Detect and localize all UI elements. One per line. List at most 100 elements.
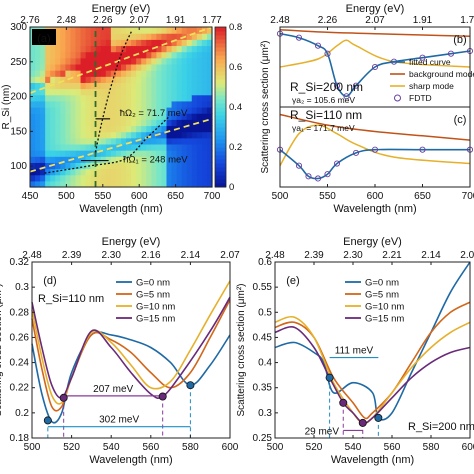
heatmap-cell — [50, 125, 56, 133]
heatmap-cell — [90, 150, 97, 157]
heatmap-cell — [146, 156, 152, 163]
heatmap-cell — [75, 180, 82, 188]
heatmap-cell — [121, 88, 127, 96]
heatmap-cell — [191, 137, 198, 145]
heatmap-cell — [85, 174, 92, 182]
heatmap-cell — [201, 150, 208, 157]
heatmap-cell — [115, 143, 122, 151]
heatmap-cell — [201, 131, 208, 139]
heatmap-cell — [186, 57, 193, 65]
heatmap-cell — [136, 39, 142, 47]
colorbar-cell — [215, 151, 226, 156]
heatmap-cell — [115, 125, 122, 133]
heatmap-cell — [75, 45, 82, 53]
heatmap-cell — [131, 168, 137, 176]
heatmap-cell — [186, 39, 193, 47]
heatmap-cell — [90, 125, 97, 133]
heatmap-cell — [201, 82, 208, 90]
heatmap-cell — [151, 88, 157, 96]
heatmap-cell — [50, 131, 56, 139]
x-axis-label: Wavelength (nm) — [79, 203, 162, 215]
heatmap-cell — [40, 168, 46, 176]
heatmap-cell — [206, 94, 213, 102]
x-tick-label: 580 — [423, 442, 440, 453]
heatmap-cell — [171, 143, 178, 151]
heatmap-cell — [70, 174, 77, 182]
heatmap-cell — [75, 100, 82, 108]
heatmap-cell — [100, 100, 107, 108]
heatmap-cell — [156, 57, 163, 65]
colorbar-cell — [215, 67, 226, 72]
heatmap-cell — [151, 150, 157, 157]
heatmap-cell — [90, 76, 97, 83]
heatmap-cell — [186, 82, 193, 90]
heatmap-cell — [70, 119, 77, 127]
y-tick-label: 300 — [10, 22, 27, 33]
heatmap-cell — [136, 174, 142, 182]
heatmap-cell — [115, 150, 122, 157]
heatmap-cell — [60, 88, 66, 96]
heatmap-cell — [181, 125, 188, 133]
heatmap-cell — [206, 57, 213, 65]
heatmap-cell — [121, 33, 127, 40]
heatmap-cell — [156, 156, 163, 163]
heatmap-cell — [201, 39, 208, 47]
heatmap-cell — [105, 113, 112, 120]
heatmap-cell — [65, 63, 72, 71]
heatmap-cell — [60, 131, 66, 139]
colorbar-cell — [215, 55, 226, 60]
heatmap-cell — [40, 76, 46, 83]
heatmap-cell — [126, 51, 132, 59]
heatmap-cell — [151, 137, 157, 145]
y-tick-label: 0.55 — [253, 282, 273, 293]
heatmap-cell — [161, 150, 168, 157]
heatmap-cell — [30, 156, 36, 163]
x-tick-label: 540 — [345, 442, 362, 453]
heatmap-cell — [35, 45, 41, 53]
heatmap-cell — [115, 45, 122, 53]
heatmap-cell — [176, 174, 183, 182]
heatmap-cell — [50, 150, 56, 157]
heatmap-cell — [110, 131, 117, 139]
heatmap-cell — [191, 76, 198, 83]
heatmap-cell — [95, 45, 102, 53]
heatmap-cell — [65, 168, 72, 176]
heatmap-cell — [191, 63, 198, 71]
heatmap-cell — [156, 162, 163, 170]
heatmap-cell — [35, 94, 41, 102]
heatmap-cell — [176, 113, 183, 120]
heatmap-cell — [176, 76, 183, 83]
heatmap-cell — [70, 100, 77, 108]
heatmap-cell — [196, 107, 203, 114]
heatmap-cell — [186, 113, 193, 120]
dotted-curve-upper — [94, 30, 133, 153]
heatmap-cell — [35, 82, 41, 90]
heatmap-cell — [126, 125, 132, 133]
heatmap-cell — [136, 125, 142, 133]
heatmap-cell — [65, 137, 72, 145]
heatmap-cell — [206, 131, 213, 139]
heatmap-cell — [201, 33, 208, 40]
heatmap-cell — [191, 156, 198, 163]
heatmap-cell — [35, 63, 41, 71]
heatmap-cell — [131, 180, 137, 188]
x-tick-label: 600 — [367, 191, 384, 202]
x-tick-label: 650 — [414, 191, 431, 202]
heatmap-cell — [50, 45, 56, 53]
heatmap-cell — [191, 180, 198, 188]
heatmap-cell — [171, 107, 178, 114]
heatmap-cell — [105, 125, 112, 133]
heatmap-cell — [121, 82, 127, 90]
heatmap-cell — [196, 131, 203, 139]
y-tick-label: 0.18 — [10, 433, 30, 444]
heatmap-cell — [65, 45, 72, 53]
heatmap-cell — [151, 82, 157, 90]
x-tick-label: 450 — [22, 191, 39, 202]
heatmap-cell — [70, 113, 77, 120]
heatmap-cell — [85, 33, 92, 40]
heatmap-cell — [100, 39, 107, 47]
heatmap-cell — [90, 119, 97, 127]
heatmap-cell — [181, 150, 188, 157]
heatmap-cell — [50, 88, 56, 96]
c-fdtd-point — [352, 149, 360, 156]
